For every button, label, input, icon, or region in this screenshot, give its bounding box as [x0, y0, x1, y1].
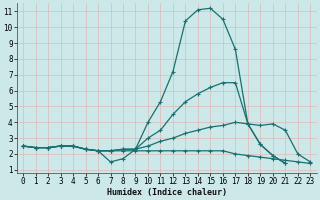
- X-axis label: Humidex (Indice chaleur): Humidex (Indice chaleur): [107, 188, 227, 197]
